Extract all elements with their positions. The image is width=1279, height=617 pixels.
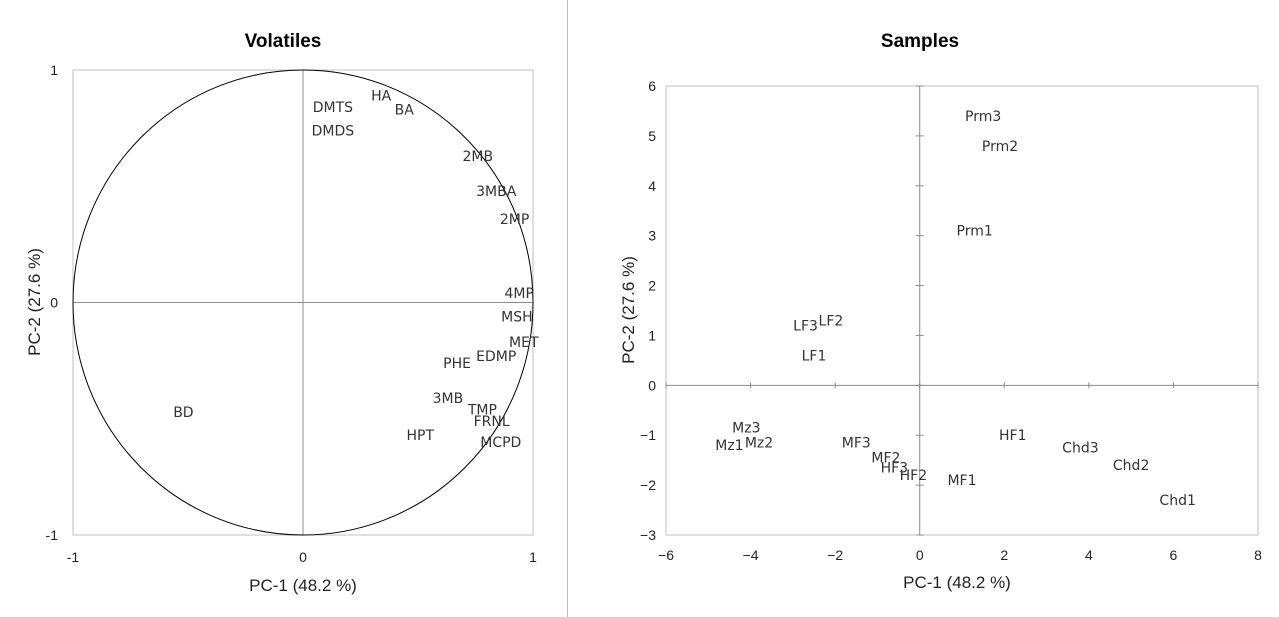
point-label-chd2: Chd2 [1113,458,1149,474]
point-label-lf3: LF3 [793,318,818,334]
x-tick-label: 0 [916,547,924,563]
point-label-dmts: DMTS [313,100,353,116]
point-label-mz3: Mz3 [732,421,760,437]
volatiles-panel: Volatiles -1 0 1 -1 0 1 HA BA DMTS DMDS 2MB 3MBA 2M… [0,0,568,617]
point-label-prm1: Prm1 [957,224,993,240]
y-tick-label: 1 [648,327,656,343]
point-label-met: MET [509,335,539,351]
point-label-phe: PHE [443,356,471,372]
y-tick-label: −3 [640,527,656,543]
point-label-ha: HA [371,89,392,105]
y-tick-label: 0 [648,377,656,393]
x-axis-title: PC-1 (48.2 %) [249,576,357,595]
point-label-tmp: TMP [467,402,497,418]
point-label-lf1: LF1 [802,348,827,364]
point-label-msh: MSH [501,309,533,325]
y-axis-title: PC-2 (27.6 %) [25,248,44,356]
x-tick-label: 4 [1085,547,1093,563]
x-tick-label: 1 [529,549,537,565]
point-label-hf1: HF1 [999,428,1027,444]
point-label-chd3: Chd3 [1062,441,1098,457]
point-label-ba: BA [395,103,415,119]
y-tick-label: 4 [648,178,656,194]
point-label-dmds: DMDS [312,123,355,139]
y-tick-label: 0 [50,295,58,311]
y-tick-label: 6 [648,78,656,94]
point-label-hpt: HPT [407,428,435,444]
point-label-mf2: MF2 [871,451,900,467]
x-tick-label: 2 [1000,547,1008,563]
chart-title: Samples [881,31,959,52]
chart-title: Volatiles [245,31,322,52]
x-tick-label: 6 [1170,547,1178,563]
x-tick-label: −6 [658,547,674,563]
y-tick-label: −2 [640,477,656,493]
point-label-mz1: Mz1 [715,438,743,454]
x-tick-label: −4 [743,547,759,563]
y-tick-label: 5 [648,128,656,144]
point-label-hf3: HF3 [881,461,909,477]
samples-panel: Samples −6 −4 −2 0 2 4 6 8 −3 −2 −1 0 1 2 3 4 5 6 Prm3 Prm… [568,0,1279,617]
y-tick-label: 2 [648,278,656,294]
point-label-mf3: MF3 [842,436,871,452]
point-label-mf1: MF1 [947,473,976,489]
point-label-edmp: EDMP [476,349,516,365]
y-tick-label: −1 [640,427,656,443]
point-label-2mb: 2MB [463,149,494,165]
point-label-lf2: LF2 [819,313,844,329]
x-tick-label: 8 [1254,547,1262,563]
correlation-circle [72,69,534,536]
point-label-bd: BD [173,405,193,421]
point-label-4mp: 4MP [504,286,533,302]
point-label-2mp: 2MP [500,212,529,228]
y-tick-label: 3 [648,228,656,244]
point-label-prm3: Prm3 [965,109,1001,125]
y-axis-title: PC-2 (27.6 %) [619,256,638,364]
y-tick-label: 1 [50,62,58,78]
point-label-mcpd: MCPD [480,435,521,451]
point-label-frnl: FRNL [474,414,510,430]
plot-area [665,85,1259,536]
y-tick-label: -1 [46,527,59,543]
point-label-hf2: HF2 [900,468,928,484]
point-label-3mb: 3MB [433,391,464,407]
point-label-prm2: Prm2 [982,139,1018,155]
x-axis-title: PC-1 (48.2 %) [903,573,1011,592]
point-label-mz2: Mz2 [745,436,773,452]
x-tick-label: -1 [67,549,80,565]
point-label-3mba: 3MBA [476,184,517,200]
x-tick-label: −2 [827,547,843,563]
point-label-chd1: Chd1 [1159,493,1195,509]
x-tick-label: 0 [299,549,307,565]
samples-chart: Samples −6 −4 −2 0 2 4 6 8 −3 −2 −1 0 1 2 3 4 5 6 Prm3 Prm… [619,31,1262,592]
